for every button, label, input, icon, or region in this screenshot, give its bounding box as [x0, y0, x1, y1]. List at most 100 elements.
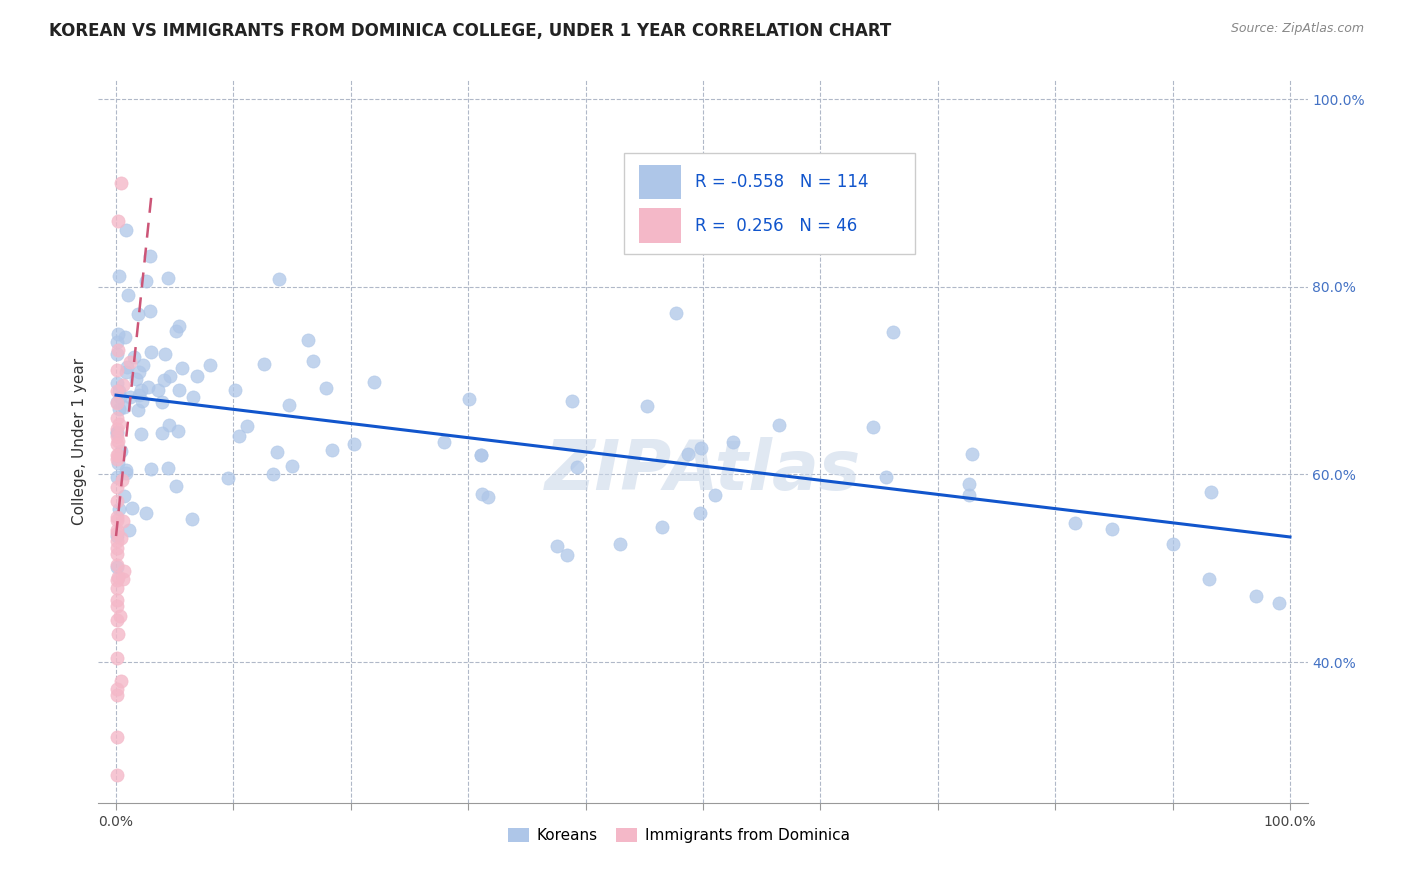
Point — [315, 381, 337, 395]
Point — [127, 307, 149, 321]
Point — [1101, 522, 1123, 536]
Point — [132, 358, 155, 372]
Point — [139, 345, 162, 359]
Point — [105, 448, 128, 462]
Point — [105, 533, 128, 548]
Point — [105, 541, 128, 555]
Y-axis label: College, Under 1 year: College, Under 1 year — [72, 358, 87, 525]
Point — [105, 470, 128, 484]
Point — [471, 487, 494, 501]
Point — [105, 547, 128, 561]
FancyBboxPatch shape — [638, 208, 682, 243]
Point — [129, 426, 152, 441]
Point — [105, 573, 128, 587]
Point — [115, 463, 138, 477]
Point — [105, 529, 128, 543]
Point — [107, 502, 129, 516]
Point — [108, 384, 131, 398]
Point — [105, 422, 128, 436]
Point — [651, 519, 673, 533]
Point — [186, 369, 208, 384]
Point — [122, 350, 145, 364]
Point — [125, 372, 148, 386]
Point — [105, 523, 128, 537]
Point — [172, 360, 194, 375]
Point — [105, 560, 128, 574]
Point — [166, 424, 188, 438]
Point — [110, 473, 132, 487]
Point — [115, 223, 138, 237]
Point — [169, 383, 191, 397]
Point — [136, 380, 159, 394]
Point — [105, 558, 128, 572]
Point — [108, 401, 131, 416]
Point — [768, 418, 790, 433]
Point — [107, 627, 129, 641]
Point — [112, 378, 135, 392]
Point — [139, 461, 162, 475]
Point — [165, 479, 187, 493]
Point — [224, 383, 246, 397]
Point — [150, 426, 173, 441]
Point — [297, 333, 319, 347]
Point — [157, 418, 180, 433]
Point — [689, 506, 711, 520]
Point — [135, 274, 157, 288]
Point — [110, 177, 132, 191]
Text: R =  0.256   N = 46: R = 0.256 N = 46 — [695, 217, 856, 235]
Point — [105, 613, 128, 627]
Point — [723, 434, 745, 449]
Point — [111, 514, 134, 528]
Point — [565, 459, 588, 474]
Point — [433, 434, 456, 449]
Point — [165, 324, 187, 338]
Point — [117, 288, 139, 302]
Point — [477, 490, 499, 504]
Point — [107, 214, 129, 228]
Point — [957, 488, 980, 502]
Point — [1267, 596, 1289, 610]
Point — [105, 510, 128, 524]
Point — [114, 467, 136, 481]
Point — [689, 441, 711, 455]
Point — [277, 398, 299, 412]
Legend: Koreans, Immigrants from Dominica: Koreans, Immigrants from Dominica — [502, 822, 856, 849]
Point — [862, 420, 884, 434]
Point — [128, 364, 150, 378]
Point — [704, 488, 727, 502]
Point — [128, 388, 150, 402]
Point — [107, 570, 129, 584]
Text: Source: ZipAtlas.com: Source: ZipAtlas.com — [1230, 22, 1364, 36]
Point — [131, 394, 153, 409]
Point — [1063, 516, 1085, 530]
Point — [110, 673, 132, 688]
Point — [121, 501, 143, 516]
Point — [105, 681, 128, 696]
Point — [262, 467, 284, 481]
Point — [156, 271, 179, 285]
Point — [181, 390, 204, 404]
Point — [148, 384, 170, 398]
Point — [112, 565, 135, 579]
Point — [105, 480, 128, 494]
Point — [129, 383, 152, 397]
Point — [108, 417, 131, 431]
Point — [470, 448, 492, 462]
Text: R = -0.558   N = 114: R = -0.558 N = 114 — [695, 173, 868, 191]
Point — [105, 581, 128, 595]
Point — [105, 411, 128, 425]
Point — [217, 471, 239, 485]
Point — [105, 650, 128, 665]
Point — [665, 306, 688, 320]
Point — [107, 456, 129, 470]
Point — [960, 447, 983, 461]
Point — [107, 434, 129, 449]
Point — [105, 334, 128, 349]
Point — [105, 362, 128, 376]
Point — [363, 375, 385, 389]
Point — [105, 425, 128, 439]
Point — [118, 523, 141, 537]
Point — [157, 461, 180, 475]
Point — [112, 401, 135, 415]
Point — [150, 394, 173, 409]
